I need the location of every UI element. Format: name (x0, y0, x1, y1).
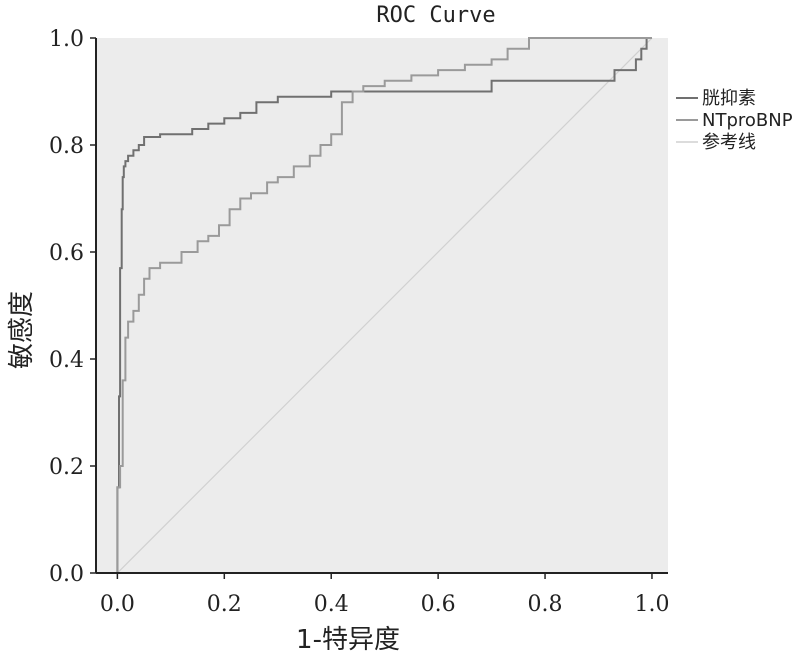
plot-area (96, 38, 668, 573)
y-ticks: 0.0 0.2 0.4 0.6 0.8 1.0 (49, 27, 96, 587)
legend-label: 胱抑素 (702, 88, 756, 109)
series-line-1 (116, 37, 652, 573)
y-tick-label: 0.2 (49, 455, 84, 480)
y-tick-label: 1.0 (49, 27, 84, 52)
x-tick-label: 0.0 (100, 592, 135, 617)
legend-label: 参考线 (702, 132, 756, 153)
x-tick-label: 1.0 (634, 592, 669, 617)
x-tick-label: 0.4 (314, 592, 349, 617)
y-tick-label: 0.8 (49, 134, 84, 159)
legend-label: NTproBNP (702, 110, 793, 131)
y-tick-label: 0.4 (49, 348, 84, 373)
series-layer (116, 37, 652, 573)
x-ticks: 0.0 0.2 0.4 0.6 0.8 1.0 (100, 573, 669, 617)
axes (95, 38, 668, 574)
y-axis-label: 敏感度 (7, 291, 37, 369)
series-line-3 (116, 37, 653, 574)
y-tick-label: 0.0 (49, 562, 84, 587)
y-tick-label: 0.6 (49, 241, 84, 266)
series-line-2 (116, 37, 652, 573)
x-tick-label: 0.8 (528, 592, 563, 617)
x-tick-label: 0.2 (207, 592, 242, 617)
chart-title: ROC Curve (376, 3, 495, 28)
x-axis-label: 1-特异度 (296, 625, 400, 655)
reference-line-layer (116, 37, 653, 574)
x-tick-label: 0.6 (421, 592, 456, 617)
